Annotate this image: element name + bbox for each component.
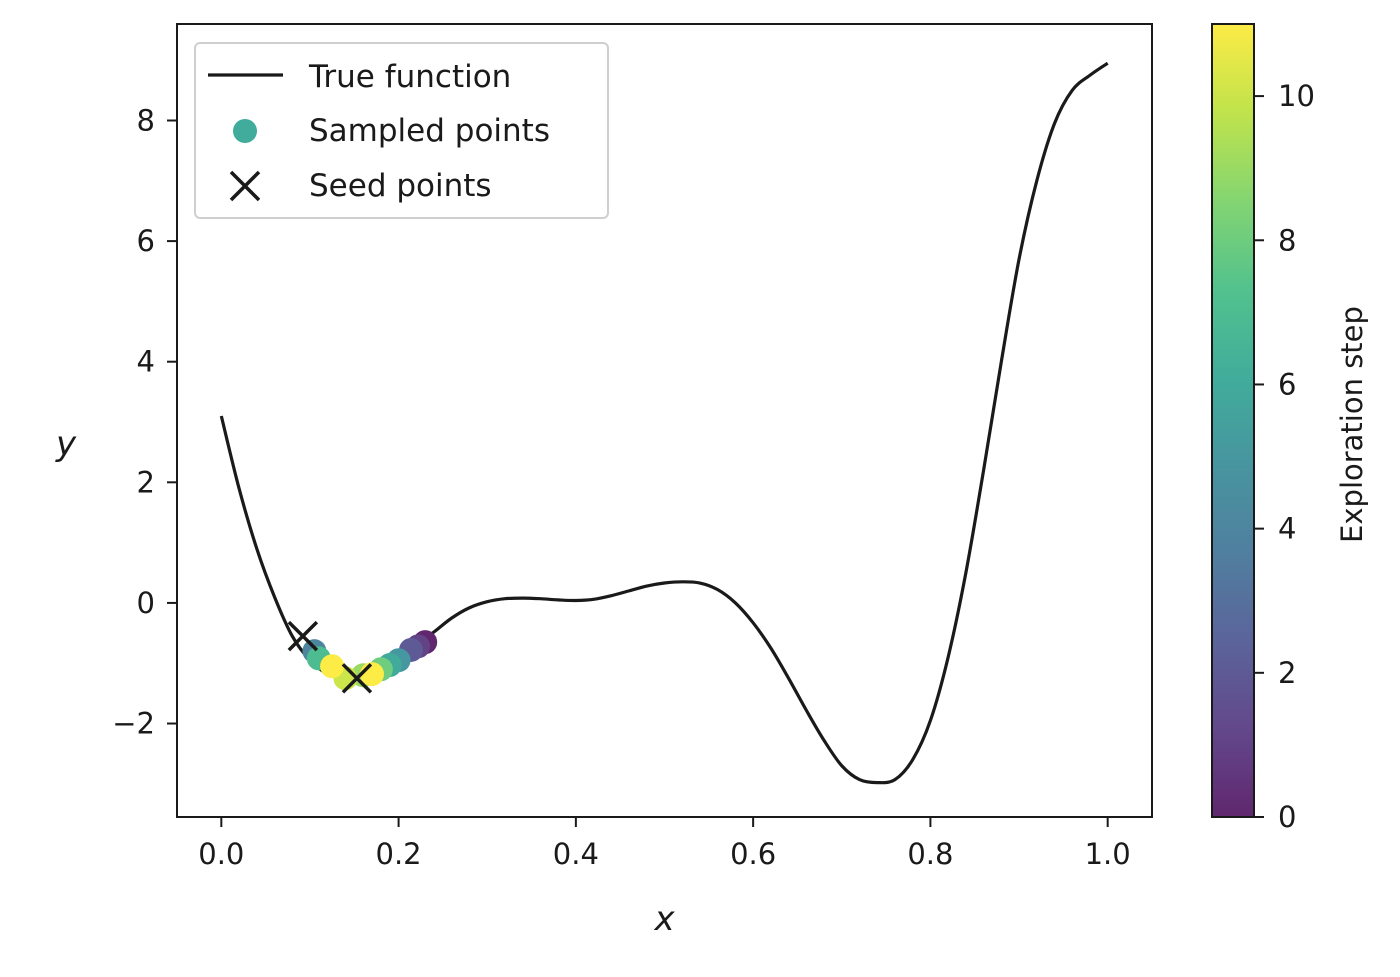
seed-point-stroke [341, 663, 373, 694]
legend-x-stroke [229, 170, 261, 202]
colorbar-bar [1211, 23, 1255, 818]
plot-area: 0.0 0.2 0.4 0.6 0.8 1.0 −2 0 2 4 6 8 x y [55, 23, 1153, 939]
x-tick-label: 0.2 [376, 837, 422, 871]
colorbar-tick-label: 2 [1278, 656, 1296, 690]
legend-x-swatch [229, 170, 261, 202]
sampled-point [320, 654, 345, 679]
colorbar-tick-label: 10 [1278, 79, 1315, 113]
y-tick-label: 4 [137, 345, 155, 379]
seed-point [287, 620, 319, 652]
y-tick-label: 6 [137, 224, 155, 258]
seed-point [341, 663, 373, 694]
seed-point-stroke [287, 620, 319, 652]
legend-dot-swatch [233, 119, 257, 143]
colorbar-tick-label: 8 [1278, 223, 1296, 257]
legend-box [194, 42, 609, 219]
y-tick-label: −2 [112, 707, 155, 741]
legend-label-seed-points: Seed points [309, 168, 492, 204]
x-tick-label: 0.6 [730, 837, 776, 871]
colorbar-tick-label: 6 [1278, 367, 1296, 401]
colorbar-tick-label: 0 [1278, 800, 1296, 834]
legend: True function Sampled points Seed points [194, 42, 609, 219]
x-tick-label: 0.4 [553, 837, 599, 871]
y-axis-label: y [55, 424, 77, 464]
x-tick-label: 1.0 [1085, 837, 1131, 871]
x-tick-label: 0.8 [907, 837, 953, 871]
x-axis-label: x [653, 899, 675, 939]
y-tick-label: 0 [137, 586, 155, 620]
colorbar: 0 2 4 6 8 10 Exploration step [1211, 23, 1369, 834]
legend-label-sampled-points: Sampled points [309, 113, 550, 149]
y-tick-label: 2 [137, 465, 155, 499]
axes-frame [176, 23, 1153, 818]
legend-label-true-function: True function [308, 59, 511, 95]
x-tick-label: 0.0 [198, 837, 244, 871]
colorbar-label: Exploration step [1335, 306, 1369, 543]
colorbar-tick-label: 4 [1278, 512, 1296, 546]
y-tick-label: 8 [137, 103, 155, 137]
